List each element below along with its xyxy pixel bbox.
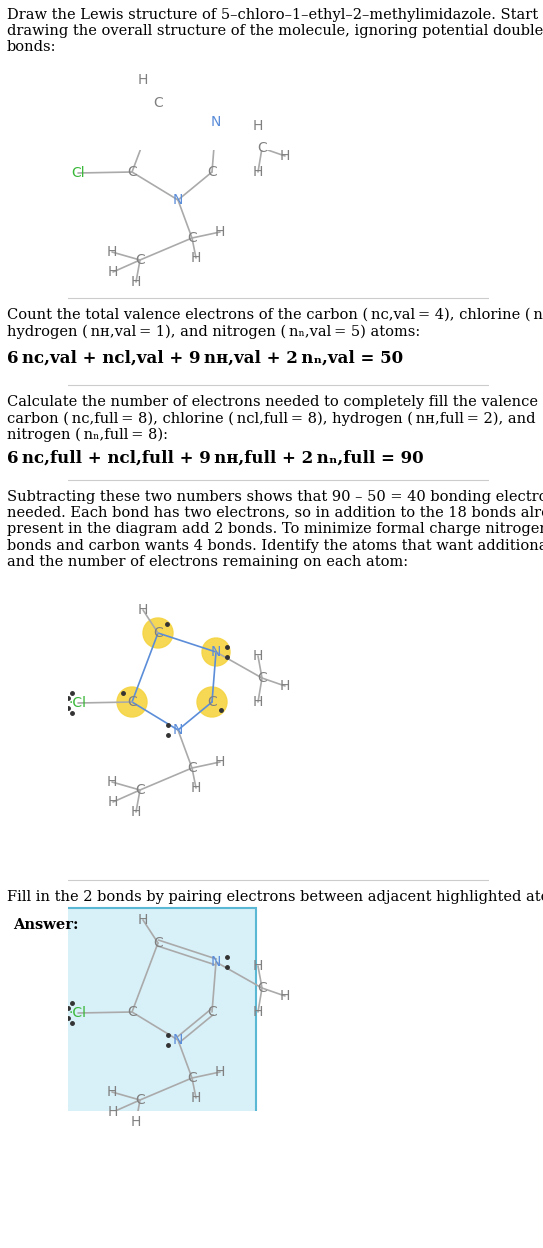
Text: Calculate the number of electrons needed to completely fill the valence shells f: Calculate the number of electrons needed… — [7, 396, 543, 442]
Text: H: H — [215, 755, 225, 769]
Text: H: H — [138, 603, 148, 617]
Ellipse shape — [202, 638, 230, 666]
Text: H: H — [280, 149, 290, 163]
Text: C: C — [135, 253, 145, 267]
Text: Answer:: Answer: — [14, 919, 79, 932]
Text: Draw the Lewis structure of 5–chloro–1–ethyl–2–methylimidazole. Start by
drawing: Draw the Lewis structure of 5–chloro–1–e… — [7, 7, 543, 55]
Text: N: N — [173, 193, 183, 207]
Text: C: C — [127, 165, 137, 178]
Text: N: N — [211, 645, 221, 659]
Text: H: H — [253, 1005, 263, 1020]
Text: H: H — [191, 1091, 201, 1104]
Text: C: C — [257, 981, 267, 995]
Text: C: C — [127, 1005, 137, 1020]
Text: C: C — [127, 695, 137, 709]
Text: C: C — [257, 141, 267, 155]
Text: H: H — [108, 265, 118, 280]
Text: C: C — [207, 1005, 217, 1020]
Text: C: C — [187, 231, 197, 245]
Text: C: C — [257, 671, 267, 685]
Text: H: H — [215, 1065, 225, 1080]
Text: N: N — [173, 1033, 183, 1047]
Text: N: N — [211, 955, 221, 968]
Text: H: H — [138, 914, 148, 927]
Text: C: C — [187, 1071, 197, 1085]
Text: 6 nᴄ,val + nᴄl,val + 9 nʜ,val + 2 nₙ,val = 50: 6 nᴄ,val + nᴄl,val + 9 nʜ,val + 2 nₙ,val… — [7, 349, 403, 367]
Text: H: H — [108, 795, 118, 809]
Text: Cl: Cl — [71, 166, 85, 180]
Text: ·Cl: ·Cl — [69, 1006, 87, 1020]
Text: H: H — [215, 225, 225, 240]
Text: H: H — [280, 988, 290, 1003]
Text: ·Cl: ·Cl — [69, 696, 87, 710]
Text: N: N — [173, 723, 183, 738]
Text: C: C — [153, 936, 163, 950]
FancyBboxPatch shape — [7, 909, 256, 1238]
Text: H: H — [253, 165, 263, 178]
Text: C: C — [207, 165, 217, 178]
Text: H: H — [253, 119, 263, 134]
Text: H: H — [107, 245, 117, 260]
Text: H: H — [280, 679, 290, 693]
Text: 6 nᴄ,full + nᴄl,full + 9 nʜ,full + 2 nₙ,full = 90: 6 nᴄ,full + nᴄl,full + 9 nʜ,full + 2 nₙ,… — [7, 451, 423, 467]
Text: Count the total valence electrons of the carbon ( nᴄ,val = 4), chlorine ( nᴄl,va: Count the total valence electrons of the… — [7, 308, 543, 338]
Text: C: C — [153, 626, 163, 640]
Text: H: H — [107, 1085, 117, 1099]
Ellipse shape — [197, 686, 227, 718]
Text: H: H — [191, 251, 201, 265]
Text: C: C — [207, 695, 217, 709]
Text: C: C — [153, 96, 163, 110]
Text: H: H — [253, 649, 263, 663]
Text: H: H — [253, 958, 263, 973]
Text: Fill in the 2 bonds by pairing electrons between adjacent highlighted atoms:: Fill in the 2 bonds by pairing electrons… — [7, 890, 543, 904]
Text: H: H — [131, 805, 141, 819]
Ellipse shape — [117, 686, 147, 718]
Text: N: N — [211, 115, 221, 129]
Text: H: H — [138, 72, 148, 87]
Text: H: H — [253, 695, 263, 709]
Text: H: H — [131, 1114, 141, 1129]
Text: C: C — [187, 761, 197, 775]
Ellipse shape — [143, 618, 173, 648]
Text: H: H — [108, 1104, 118, 1119]
Text: H: H — [191, 781, 201, 795]
Text: H: H — [131, 275, 141, 290]
Text: Subtracting these two numbers shows that 90 – 50 = 40 bonding electrons are
need: Subtracting these two numbers shows that… — [7, 490, 543, 569]
Text: C: C — [135, 782, 145, 797]
Text: C: C — [135, 1093, 145, 1107]
Text: H: H — [107, 775, 117, 789]
